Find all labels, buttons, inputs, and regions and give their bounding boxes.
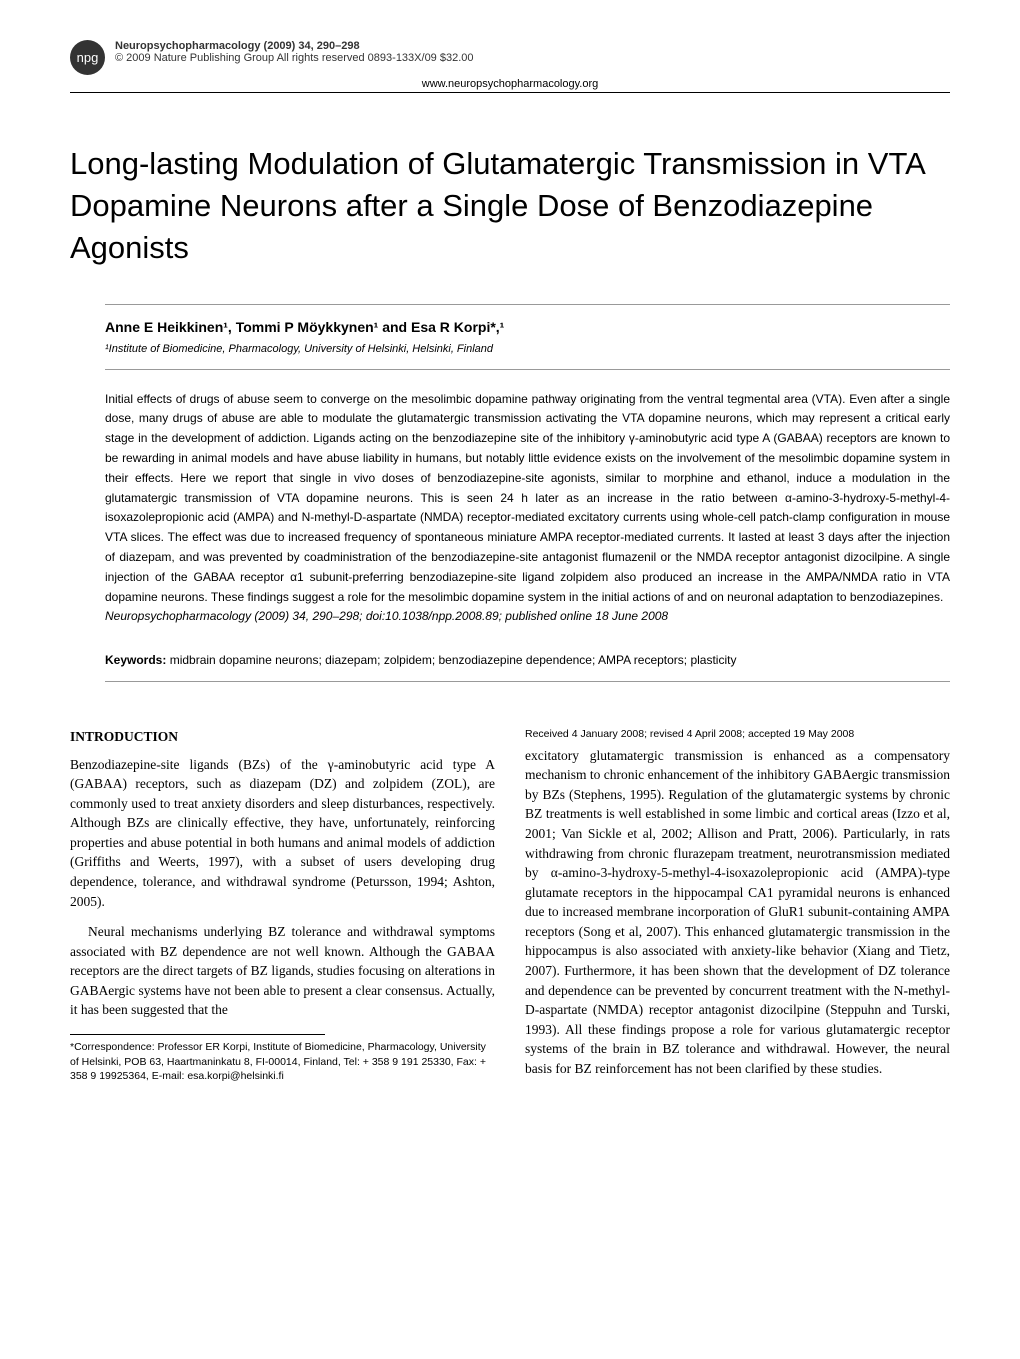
affiliation: ¹Institute of Biomedicine, Pharmacology,… bbox=[105, 343, 950, 355]
abstract-citation: Neuropsychopharmacology (2009) 34, 290–2… bbox=[105, 609, 668, 623]
intro-heading: INTRODUCTION bbox=[70, 727, 495, 747]
keywords-line: Keywords: midbrain dopamine neurons; dia… bbox=[105, 641, 950, 681]
keywords-label: Keywords: bbox=[105, 653, 166, 667]
keywords-text: midbrain dopamine neurons; diazepam; zol… bbox=[166, 653, 736, 667]
received-footnote: Received 4 January 2008; revised 4 April… bbox=[525, 727, 950, 742]
body-section: INTRODUCTION Benzodiazepine-site ligands… bbox=[70, 727, 950, 1089]
body-para-1: Benzodiazepine-site ligands (BZs) of the… bbox=[70, 755, 495, 912]
body-para-2: Neural mechanisms underlying BZ toleranc… bbox=[70, 922, 495, 1020]
correspondence-footnote: *Correspondence: Professor ER Korpi, Ins… bbox=[70, 1040, 495, 1084]
abstract-text: Initial effects of drugs of abuse seem t… bbox=[105, 392, 950, 604]
copyright-line: © 2009 Nature Publishing Group All right… bbox=[115, 52, 474, 64]
journal-header: npg Neuropsychopharmacology (2009) 34, 2… bbox=[70, 40, 950, 93]
body-para-3: excitatory glutamatergic transmission is… bbox=[525, 746, 950, 1079]
author-block: Anne E Heikkinen¹, Tommi P Möykkynen¹ an… bbox=[105, 305, 950, 369]
journal-line: npg Neuropsychopharmacology (2009) 34, 2… bbox=[70, 40, 950, 75]
journal-text-block: Neuropsychopharmacology (2009) 34, 290–2… bbox=[115, 40, 474, 64]
publisher-logo: npg bbox=[70, 40, 105, 75]
journal-name: Neuropsychopharmacology (2009) 34, 290–2… bbox=[115, 40, 474, 52]
journal-url: www.neuropsychopharmacology.org bbox=[70, 78, 950, 90]
meta-rule-bottom bbox=[105, 681, 950, 682]
abstract-block: Initial effects of drugs of abuse seem t… bbox=[105, 370, 950, 642]
authors: Anne E Heikkinen¹, Tommi P Möykkynen¹ an… bbox=[105, 319, 950, 335]
header-rule bbox=[70, 92, 950, 93]
article-title: Long-lasting Modulation of Glutamatergic… bbox=[70, 143, 950, 269]
footnote-rule bbox=[70, 1034, 325, 1035]
